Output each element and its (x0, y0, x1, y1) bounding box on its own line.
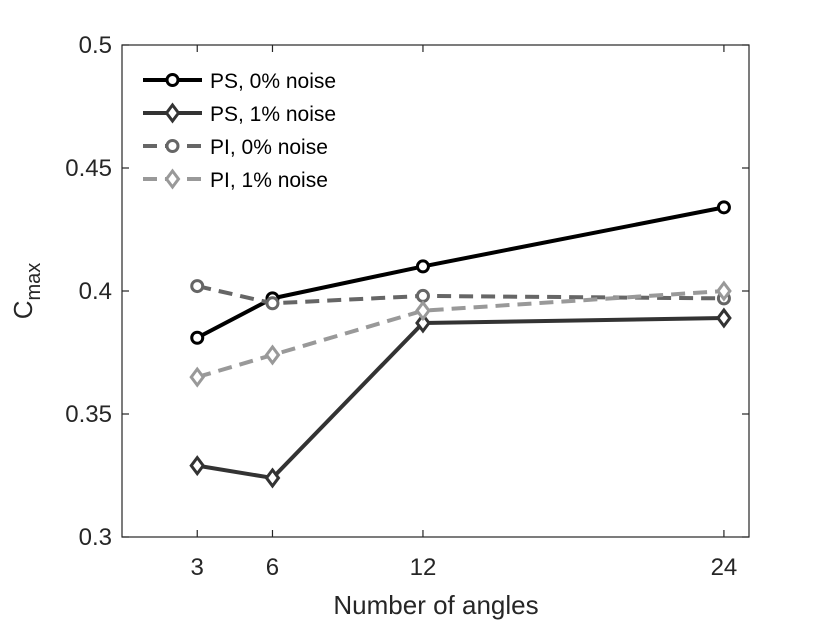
series-2 (189, 307, 732, 489)
legend-label: PI, 1% noise (210, 169, 328, 192)
data-point (716, 307, 732, 329)
series-line (196, 205, 725, 340)
y-tick-label: 0.35 (65, 401, 112, 428)
legend-item: PI, 1% noise (143, 168, 328, 192)
y-axis-label-main: C (8, 301, 38, 320)
series-line (196, 289, 725, 380)
x-tick-label: 3 (191, 554, 204, 581)
series-4 (189, 280, 732, 388)
data-point (189, 455, 206, 477)
x-axis-label: Number of angles (333, 590, 538, 620)
y-tick-label: 0.3 (79, 524, 112, 551)
series-line (196, 284, 724, 306)
x-tick-label: 6 (266, 554, 279, 581)
legend-label: PS, 0% noise (210, 70, 336, 93)
legend-marker (165, 139, 180, 153)
data-point (415, 288, 430, 303)
x-tick-label: 24 (711, 554, 738, 581)
series-layer (189, 200, 732, 489)
data-point (265, 296, 280, 311)
data-point (415, 259, 430, 274)
x-tick-label: 12 (410, 554, 437, 581)
data-point (190, 279, 205, 294)
legend-marker (164, 168, 181, 190)
legend: PS, 0% noise PS, 1% noise PI, 0% noise PI, … (143, 70, 336, 192)
data-point (415, 300, 431, 322)
legend-marker (165, 73, 180, 87)
data-point (264, 467, 281, 489)
legend-item: PS, 0% noise (143, 70, 336, 93)
data-point (190, 330, 205, 345)
y-axis-label-sub: max (23, 263, 45, 301)
y-tick-label: 0.5 (79, 32, 112, 59)
legend-label: PS, 1% noise (210, 103, 336, 126)
y-axis-label: Cmax (8, 263, 45, 320)
legend-marker (164, 102, 181, 124)
series-line (196, 316, 724, 480)
data-point (189, 366, 206, 388)
ticks-layer: 0.3 0.35 0.4 0.45 0.5 3 6 12 24 (65, 32, 749, 581)
legend-item: PI, 0% noise (143, 136, 328, 159)
legend-item: PS, 1% noise (143, 102, 336, 126)
series-1 (190, 200, 731, 345)
y-tick-label: 0.45 (65, 155, 112, 182)
data-point (415, 312, 431, 334)
data-point (264, 344, 281, 366)
legend-label: PI, 0% noise (210, 136, 328, 159)
y-tick-label: 0.4 (79, 278, 112, 305)
data-point (716, 200, 731, 215)
svg-text:Cmax: Cmax (8, 263, 45, 320)
data-point (716, 280, 732, 302)
